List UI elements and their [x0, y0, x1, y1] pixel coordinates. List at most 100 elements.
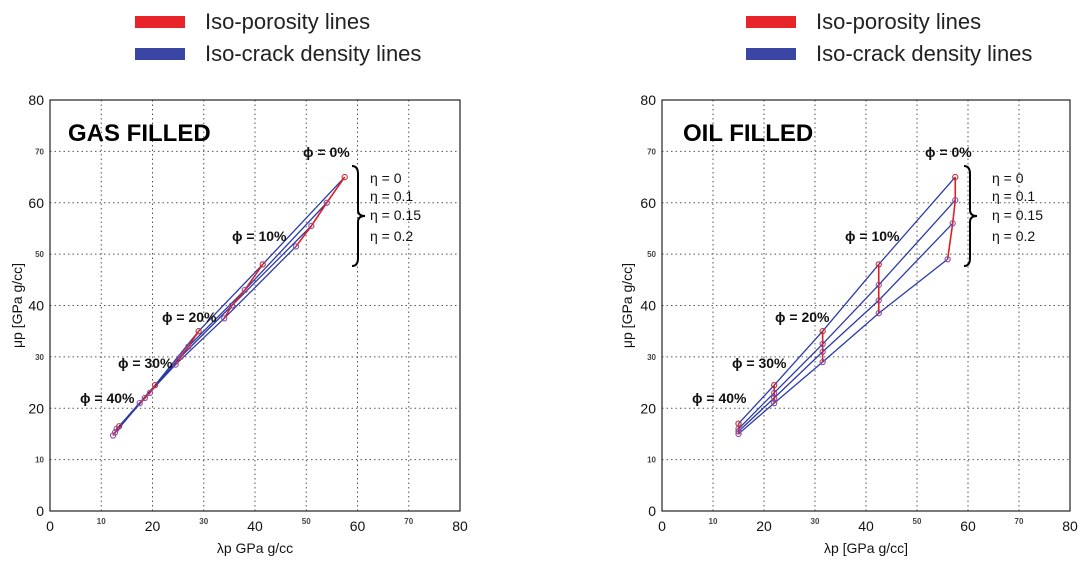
data-point: [141, 394, 148, 402]
data-point: [771, 399, 778, 407]
porosity-label: ϕ = 30%: [732, 355, 787, 371]
y-tick-label: 50: [35, 250, 44, 259]
y-tick-label: 30: [647, 353, 656, 362]
data-point: [151, 381, 159, 389]
x-axis-label: λp GPa g/cc: [217, 540, 293, 556]
porosity-label: ϕ = 0%: [303, 144, 350, 160]
x-tick-label: 30: [199, 517, 208, 526]
y-tick-label: 70: [647, 147, 656, 156]
x-tick-label: 40: [858, 518, 874, 534]
data-point: [177, 353, 184, 361]
data-point: [819, 348, 826, 355]
porosity-label: ϕ = 0%: [925, 144, 972, 160]
porosity-label: ϕ = 10%: [845, 228, 900, 244]
data-point: [323, 199, 330, 206]
panel-title: OIL FILLED: [683, 120, 813, 147]
y-tick-label: 40: [28, 298, 44, 314]
eta-label: η = 0: [370, 170, 402, 186]
x-tick-label: 80: [452, 518, 468, 534]
data-point: [875, 261, 882, 268]
eta-label: η = 0.1: [370, 188, 413, 204]
legend-label-iso-crack: Iso-crack density lines: [205, 41, 422, 66]
iso-porosity-line: [946, 177, 957, 260]
y-axis-label: μp [GPa g/cc]: [619, 263, 635, 348]
x-tick-label: 50: [913, 517, 922, 526]
porosity-label: ϕ = 20%: [162, 309, 217, 325]
data-point: [109, 432, 117, 439]
data-point: [228, 302, 236, 309]
iso-crack-line: [738, 176, 956, 425]
x-tick-label: 0: [658, 518, 666, 534]
iso-crack-line: [738, 258, 949, 435]
data-point: [735, 428, 742, 435]
legend-item-iso-crack: Iso-crack density lines: [746, 38, 1032, 70]
chart-panel-oil: 0 10 20 30 40 50 60 70 80 0 10 20 30 40 50 60 70 80 λp [GP…: [619, 92, 1078, 556]
data-point: [341, 173, 348, 181]
y-tick-label: 20: [28, 400, 44, 416]
y-tick-label: 60: [28, 195, 44, 211]
legend-item-iso-crack: Iso-crack density lines: [135, 38, 421, 70]
data-point: [875, 310, 882, 317]
legend-item-iso-porosity: Iso-porosity lines: [746, 6, 1032, 38]
x-tick-label: 70: [1015, 517, 1024, 526]
data-point: [944, 256, 951, 263]
legend-swatch-iso-porosity: [135, 16, 185, 28]
data-point: [172, 361, 179, 368]
x-tick-label: 20: [756, 518, 772, 534]
legend-right: Iso-porosity lines Iso-crack density lin…: [746, 6, 1032, 70]
eta-brace: [351, 165, 366, 267]
y-tick-label: 10: [35, 456, 44, 465]
porosity-label: ϕ = 40%: [80, 390, 135, 406]
x-tick-label: 50: [302, 517, 311, 526]
data-point: [241, 286, 248, 294]
data-point: [146, 389, 154, 396]
legend-swatch-iso-crack: [746, 48, 796, 60]
data-point: [771, 381, 778, 389]
eta-label: η = 0: [992, 170, 1024, 186]
chart-panel-gas: 0 10 20 30 40 50 60 70 80 0 10 20 30 40 50 60 70 80 λp GPa…: [9, 92, 468, 556]
y-tick-label: 20: [640, 400, 656, 416]
y-tick-label: 40: [640, 298, 656, 314]
data-point: [259, 261, 266, 268]
data-point: [875, 297, 882, 304]
eta-label: η = 0.2: [992, 228, 1035, 244]
eta-label: η = 0.2: [370, 228, 413, 244]
data-point: [819, 358, 826, 366]
data-point: [952, 197, 959, 204]
legend-label-iso-porosity: Iso-porosity lines: [205, 9, 371, 34]
y-tick-label: 70: [35, 147, 44, 156]
data-point: [113, 425, 120, 432]
data-point: [292, 243, 300, 250]
data-point: [735, 430, 742, 438]
porosity-label: ϕ = 40%: [692, 390, 747, 406]
x-tick-label: 30: [811, 517, 820, 526]
x-tick-label: 60: [960, 518, 976, 534]
iso-porosity-line: [223, 263, 264, 319]
iso-porosity-line: [295, 176, 346, 247]
data-point: [952, 173, 959, 181]
iso-porosity-line: [174, 330, 200, 366]
legend-item-iso-porosity: Iso-porosity lines: [135, 6, 421, 38]
plot-frame: [49, 99, 461, 512]
y-tick-label: 80: [640, 92, 656, 108]
y-tick-label: 30: [35, 353, 44, 362]
legend-label-iso-porosity: Iso-porosity lines: [816, 9, 982, 34]
eta-label: η = 0.15: [992, 207, 1043, 223]
legend-swatch-iso-crack: [135, 48, 185, 60]
legend-left: Iso-porosity lines Iso-crack density lin…: [135, 6, 421, 70]
y-tick-label: 80: [28, 92, 44, 108]
data-point: [949, 220, 956, 227]
x-axis-label: λp [GPa g/cc]: [824, 540, 908, 556]
x-tick-label: 60: [350, 518, 366, 534]
eta-label: η = 0.1: [992, 188, 1035, 204]
eta-label: η = 0.15: [370, 207, 421, 223]
eta-brace: [963, 165, 978, 267]
iso-crack-line: [112, 245, 297, 436]
y-axis-label: μp [GPa g/cc]: [9, 263, 25, 348]
legend-label-iso-crack: Iso-crack density lines: [816, 41, 1033, 66]
data-point: [195, 328, 202, 335]
x-tick-label: 80: [1062, 518, 1078, 534]
data-point: [819, 328, 826, 335]
x-tick-label: 0: [46, 518, 54, 534]
x-tick-label: 10: [709, 517, 718, 526]
